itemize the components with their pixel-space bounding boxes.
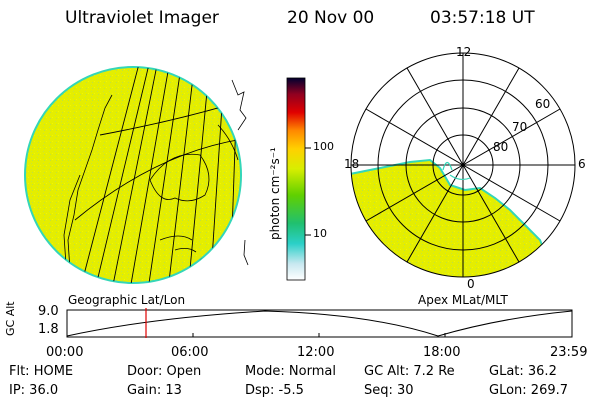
mlat-label-70: 70 bbox=[512, 120, 528, 134]
info-glat: GLat: 36.2 bbox=[489, 364, 557, 379]
info-gain: Gain: 13 bbox=[127, 383, 182, 398]
info-seq: Seq: 30 bbox=[364, 383, 414, 398]
info-dsp: Dsp: -5.5 bbox=[245, 383, 304, 398]
colorbar-tick-100: 100 bbox=[313, 140, 334, 153]
info-mode: Mode: Normal bbox=[245, 364, 336, 379]
timeline-xtick-2359: 23:59 bbox=[550, 345, 588, 360]
observation-time: 03:57:18 UT bbox=[430, 8, 535, 28]
mlt-label-6: 6 bbox=[578, 157, 586, 171]
info-gc-alt: GC Alt: 7.2 Re bbox=[364, 364, 455, 379]
colorbar-label: photon cm⁻²s⁻¹ bbox=[268, 147, 282, 240]
mlt-label-12: 12 bbox=[456, 45, 472, 59]
timeline-plot bbox=[66, 308, 573, 338]
mlat-label-60: 60 bbox=[535, 97, 551, 111]
geographic-image bbox=[24, 66, 249, 284]
info-flight: Flt: HOME bbox=[9, 364, 74, 379]
timeline-xtick-0000: 00:00 bbox=[46, 345, 84, 360]
info-glon: GLon: 269.7 bbox=[489, 383, 569, 398]
timeline-xtick-1800: 18:00 bbox=[423, 345, 461, 360]
mlt-label-0: 0 bbox=[467, 277, 475, 291]
left-panel-caption: Geographic Lat/Lon bbox=[68, 293, 186, 307]
info-door: Door: Open bbox=[127, 364, 202, 379]
polar-plot bbox=[350, 52, 576, 278]
timeline-ylabel: GC Alt bbox=[4, 301, 17, 336]
right-panel-caption: Apex MLat/MLT bbox=[418, 293, 508, 307]
instrument-title: Ultraviolet Imager bbox=[65, 8, 219, 28]
colorbar bbox=[286, 77, 311, 281]
colorbar-tick-10: 10 bbox=[313, 227, 327, 240]
timeline-xtick-1200: 12:00 bbox=[297, 345, 335, 360]
mlat-label-80: 80 bbox=[493, 140, 509, 154]
timeline-xtick-0600: 06:00 bbox=[171, 345, 209, 360]
timeline-ytick-max: 9.0 bbox=[38, 304, 59, 319]
observation-date: 20 Nov 00 bbox=[287, 8, 375, 28]
timeline-ytick-min: 1.8 bbox=[38, 322, 59, 337]
mlt-label-18: 18 bbox=[344, 157, 360, 171]
info-ip: IP: 36.0 bbox=[9, 383, 59, 398]
